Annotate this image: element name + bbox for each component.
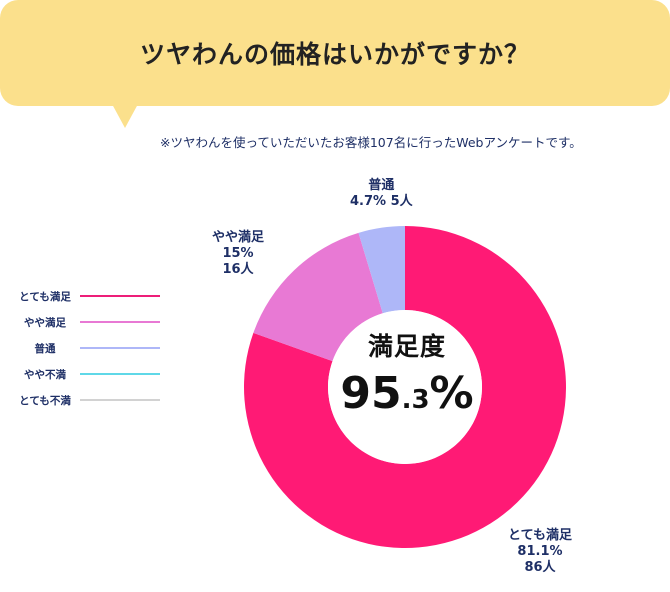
legend-label: やや不満: [24, 368, 66, 381]
legend-item: 普通: [12, 335, 160, 361]
slice-label-somewhat-satisfied: やや満足 15% 16人: [212, 230, 264, 278]
legend-swatch: [80, 399, 160, 401]
donut-hole: [328, 310, 482, 464]
slice-label-very-satisfied: とても満足 81.1% 86人: [508, 528, 572, 576]
slice-label-count: 86人: [524, 560, 556, 575]
slice-label-values: 4.7% 5人: [350, 194, 413, 210]
title-bubble-tail: [112, 104, 138, 128]
legend-swatch: [80, 347, 160, 349]
satisfaction-value-dec: .3: [401, 385, 430, 415]
satisfaction-center: 満足度 95.3%: [329, 327, 485, 427]
donut-slice-0: [243, 226, 566, 548]
legend: とても満足 やや満足 普通 やや不満 とても不満: [12, 283, 160, 413]
legend-label: 普通: [34, 342, 56, 355]
legend-label: やや満足: [24, 316, 66, 329]
donut-slice-2: [358, 226, 405, 314]
legend-swatch: [80, 321, 160, 323]
slice-label-name: とても満足: [508, 528, 572, 543]
legend-item: とても満足: [12, 283, 160, 309]
slice-label-name: やや満足: [212, 230, 265, 245]
legend-swatch: [80, 373, 160, 375]
legend-item: やや満足: [12, 309, 160, 335]
satisfaction-label: 満足度: [367, 332, 446, 361]
satisfaction-value-int: 95: [340, 368, 402, 419]
satisfaction-value: 95.3%: [329, 367, 485, 427]
slice-label-pct: 81.1%: [517, 544, 563, 559]
slice-label-count: 5人: [390, 194, 413, 209]
satisfaction-value-unit: %: [429, 368, 474, 419]
legend-label: とても満足: [19, 290, 71, 303]
slice-label-pct: 15%: [222, 246, 254, 261]
title-bubble: [0, 0, 670, 106]
slice-label-pct: 4.7%: [350, 194, 387, 209]
legend-item: やや不満: [12, 361, 160, 387]
legend-swatch: [80, 295, 160, 297]
survey-note: ※ツヤわんを使っていただいたお客様107名に行ったWebアンケートです。: [160, 135, 582, 150]
slice-label-name: 普通: [368, 178, 395, 193]
legend-label: とても不満: [19, 394, 71, 407]
page-title: ツヤわんの価格はいかがですか？: [139, 40, 530, 69]
slice-label-normal: 普通 4.7% 5人: [350, 178, 413, 210]
slice-label-count: 16人: [222, 262, 254, 277]
legend-item: とても不満: [12, 387, 160, 413]
donut-slice-1: [253, 232, 383, 362]
